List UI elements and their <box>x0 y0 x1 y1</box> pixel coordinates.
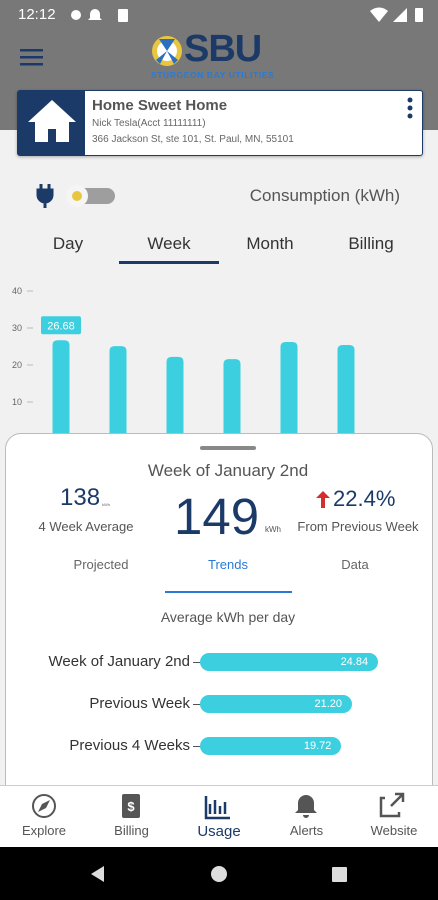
account-holder: Nick Tesla(Acct 11111111) <box>92 118 206 129</box>
nav-label[interactable]: Alerts <box>289 823 324 838</box>
value-label: 26.68 <box>47 320 75 332</box>
y-tick-label: 40 <box>12 286 22 296</box>
tab[interactable]: Day <box>52 234 84 253</box>
total-unit: kWh <box>265 525 281 534</box>
logo-subtitle: STURGEON BAY UTILITIES <box>151 70 275 80</box>
trends-title: Average kWh per day <box>160 609 296 625</box>
logo-icon <box>152 36 182 66</box>
trend-dash <box>193 704 201 705</box>
bottom-sheet <box>5 433 433 795</box>
tab-indicator <box>119 261 219 264</box>
trend-bar <box>200 737 342 755</box>
bar <box>52 340 70 439</box>
y-tick-label: 20 <box>12 360 22 370</box>
home-icon <box>28 100 76 142</box>
subtab-indicator <box>165 591 292 593</box>
mode-toggle[interactable] <box>36 183 118 209</box>
system-nav-buttons[interactable] <box>0 847 438 900</box>
nav-icons: $ <box>32 792 405 820</box>
average-value: 138 <box>60 484 101 511</box>
trend-dash <box>193 746 201 747</box>
chart: 10 20 30 40 26.68 <box>12 286 355 439</box>
nav-label[interactable]: Website <box>370 823 418 838</box>
bar <box>223 359 241 439</box>
change-label: From Previous Week <box>297 519 419 534</box>
status-time: 12:12 <box>18 6 56 23</box>
bar <box>166 356 184 439</box>
tab[interactable]: Billing <box>348 234 394 253</box>
average-label: 4 Week Average <box>38 519 134 534</box>
bottom-nav <box>0 785 438 848</box>
nav-label[interactable]: Explore <box>21 823 67 838</box>
mode-label: Consumption (kWh) <box>249 186 400 205</box>
change-value: 22.4% <box>333 486 396 511</box>
subtab[interactable]: Data <box>341 557 369 572</box>
trend-value: 19.72 <box>303 740 332 752</box>
y-tick-label: 10 <box>12 397 22 407</box>
subtab[interactable]: Projected <box>73 557 129 572</box>
tab[interactable]: Week <box>147 234 191 253</box>
menu-button[interactable] <box>20 47 44 67</box>
status-right-icons <box>370 7 423 22</box>
sheet-handle[interactable] <box>200 446 256 450</box>
y-tick-label: 30 <box>12 323 22 333</box>
period-title: Week of January 2nd <box>147 461 309 480</box>
trend-label: Previous Week <box>89 695 190 712</box>
trend-dash <box>193 662 201 663</box>
trend-label: Previous 4 Weeks <box>69 737 190 754</box>
trend-label: Week of January 2nd <box>48 653 190 670</box>
nav-label[interactable]: Usage <box>197 823 241 840</box>
change-arrow <box>316 491 330 508</box>
bar <box>280 342 298 439</box>
trend-bar <box>200 653 379 671</box>
value-label-bg <box>41 316 81 335</box>
trend-value: 21.20 <box>314 698 342 710</box>
account-menu[interactable] <box>405 96 415 120</box>
trend-value: 24.84 <box>340 656 369 668</box>
average-unit: kWh <box>102 502 110 507</box>
trend-bar <box>200 695 352 713</box>
logo-text: SBU <box>184 28 262 70</box>
bar <box>337 345 355 439</box>
account-address: 366 Jackson St, ste 101, St. Paul, MN, 5… <box>92 134 294 145</box>
bar <box>109 346 127 439</box>
status-icons <box>71 9 128 22</box>
account-name: Home Sweet Home <box>92 97 228 114</box>
nav-label[interactable]: Billing <box>114 823 149 838</box>
total-value: 149 <box>174 488 260 545</box>
subtab[interactable]: Trends <box>208 557 248 572</box>
svg-text:$: $ <box>127 799 135 814</box>
tab[interactable]: Month <box>246 234 294 253</box>
